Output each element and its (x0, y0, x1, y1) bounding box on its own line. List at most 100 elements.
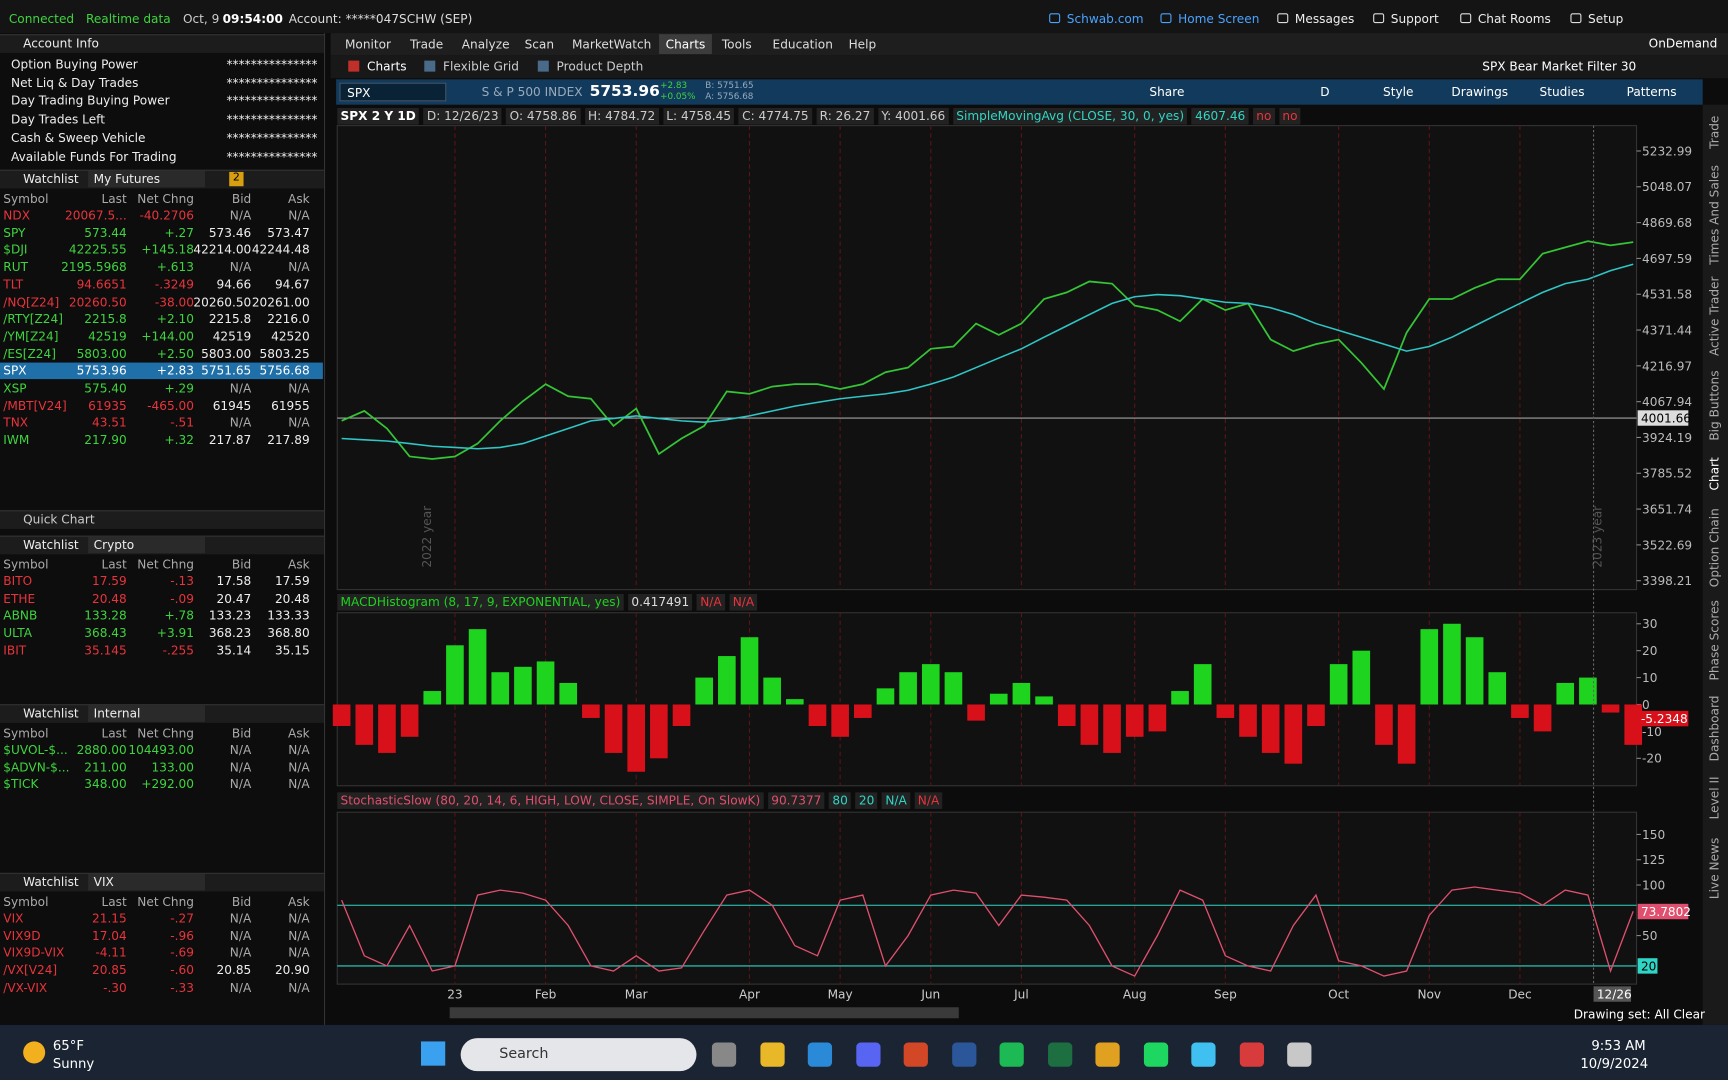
watchlist-symbol[interactable]: NDX (3, 208, 31, 223)
watchlist-symbol[interactable]: RUT (3, 260, 29, 275)
subtab[interactable]: Flexible Grid (443, 59, 519, 74)
ondemand[interactable]: OnDemand (1648, 36, 1718, 51)
top-link[interactable]: Messages (1294, 12, 1355, 27)
watchlist-cell: N/A (288, 381, 310, 396)
side-tab[interactable]: Trade (1707, 115, 1722, 149)
menu-item[interactable]: Tools (721, 37, 752, 52)
account-value: *************** (226, 75, 318, 91)
watchlist-cell: 17.04 (92, 928, 127, 944)
toolbar-button[interactable]: Studies (1539, 84, 1585, 100)
taskbar-app[interactable] (807, 1042, 833, 1067)
watchlist-symbol[interactable]: $TICK (3, 777, 39, 792)
watchlist-symbol[interactable]: /YM[Z24] (3, 329, 59, 344)
watchlist-symbol[interactable]: ULTA (3, 626, 33, 641)
watchlist-symbol[interactable]: $DJI (3, 242, 28, 258)
watchlist-symbol[interactable]: /VX-VIX (3, 980, 48, 995)
taskbar-app[interactable] (759, 1042, 785, 1067)
toolbar-button[interactable]: Share (1149, 84, 1185, 100)
taskbar-app[interactable] (711, 1042, 737, 1067)
top-link[interactable]: Support (1390, 12, 1439, 27)
menu-item[interactable]: Charts (659, 34, 712, 54)
watchlist-symbol[interactable]: VIX (3, 911, 24, 926)
drawing-set[interactable]: Drawing set: All Clear (1573, 1007, 1706, 1022)
watchlist-symbol[interactable]: ETHE (3, 591, 36, 606)
taskbar-app[interactable] (1143, 1042, 1168, 1067)
taskbar-app[interactable] (1095, 1042, 1120, 1067)
watchlist-cell: 42519 (212, 329, 252, 344)
menu-item[interactable]: Help (848, 37, 877, 52)
menu-item[interactable]: MarketWatch (571, 37, 652, 52)
subtab[interactable]: Charts (366, 59, 407, 74)
watchlist-symbol[interactable]: $ADVN-$... (3, 760, 70, 775)
menu-item[interactable]: Monitor (344, 37, 392, 52)
watchlist-symbol[interactable]: VIX9D-VIX (3, 945, 65, 961)
ohlc-readout: C: 4774.75 (738, 107, 812, 124)
watchlist-symbol[interactable]: TLT (3, 277, 24, 292)
side-tab[interactable]: Times And Sales (1707, 165, 1722, 265)
watchlist-symbol[interactable]: BITO (3, 574, 33, 589)
watchlist-symbol[interactable]: IWM (3, 433, 30, 448)
subtab[interactable]: Product Depth (556, 59, 644, 74)
menu-item[interactable]: Scan (524, 37, 555, 52)
watchlist-symbol[interactable]: IBIT (3, 643, 27, 658)
watchlist-symbol[interactable]: SPX (3, 364, 27, 379)
top-link-icon (1277, 13, 1289, 24)
taskbar-app[interactable] (999, 1042, 1024, 1067)
taskbar-app[interactable] (1191, 1042, 1216, 1067)
watchlist-symbol[interactable]: /MBT[V24] (3, 398, 67, 413)
symbol-box[interactable]: SPX (339, 82, 447, 102)
top-link[interactable]: Setup (1588, 12, 1624, 27)
search-text[interactable]: Search (499, 1045, 549, 1063)
top-link[interactable]: Chat Rooms (1477, 12, 1551, 27)
watchlist-symbol[interactable]: XSP (3, 381, 27, 396)
side-tab[interactable]: Option Chain (1707, 508, 1722, 588)
side-tab[interactable]: Big Buttons (1707, 370, 1722, 441)
histogram-bar (695, 677, 714, 705)
toolbar-button[interactable]: D (1320, 84, 1330, 100)
side-tab[interactable]: Active Trader (1707, 276, 1722, 357)
filter-name[interactable]: SPX Bear Market Filter 30 (1482, 59, 1637, 74)
side-tab[interactable]: Level II (1707, 776, 1722, 820)
taskbar-app[interactable] (1287, 1042, 1312, 1067)
watchlist-name[interactable]: VIX (88, 873, 205, 891)
watchlist-symbol[interactable]: /VX[V24] (3, 963, 58, 978)
menu-item[interactable]: Trade (409, 37, 444, 52)
watchlist-name[interactable]: Internal (88, 705, 205, 722)
histogram-bar (650, 704, 668, 759)
toolbar-button[interactable]: Drawings (1451, 84, 1509, 100)
top-link[interactable]: Home Screen (1178, 12, 1260, 27)
taskbar-app[interactable] (1239, 1042, 1264, 1067)
watchlist-cell: 20.90 (274, 963, 310, 978)
taskbar-app[interactable] (951, 1042, 976, 1067)
side-tab[interactable]: Chart (1707, 457, 1722, 491)
section-title[interactable]: Quick Chart (23, 512, 95, 527)
toolbar-button[interactable]: Patterns (1626, 84, 1677, 100)
taskbar-app[interactable] (903, 1042, 928, 1067)
watchlist-symbol[interactable]: TNX (3, 415, 29, 431)
taskbar-app[interactable] (855, 1042, 880, 1067)
watchlist-symbol[interactable]: VIX9D (3, 928, 41, 944)
menu-item[interactable]: Education (772, 37, 833, 52)
watchlist-cell: -.3249 (154, 277, 194, 292)
watchlist-symbol[interactable]: SPY (3, 225, 26, 240)
side-tab[interactable]: Live News (1707, 837, 1722, 900)
watchlist-symbol[interactable]: /NQ[Z24] (3, 294, 60, 310)
side-tab[interactable]: Dashboard (1707, 695, 1722, 762)
histogram-bar (446, 645, 464, 705)
watchlist-symbol[interactable]: /ES[Z24] (3, 346, 56, 362)
side-tab[interactable]: Phase Scores (1707, 600, 1722, 681)
cursor-date: 12/26 (1597, 987, 1632, 1001)
taskbar-app[interactable] (1047, 1042, 1072, 1067)
watchlist-name[interactable]: Crypto (88, 536, 205, 554)
watchlist-name[interactable]: My Futures (88, 170, 205, 188)
watchlist-symbol[interactable]: /RTY[Z24] (3, 312, 63, 327)
watchlist-symbol[interactable]: $UVOL-$... (3, 742, 68, 758)
study-value: 0.417491 (628, 593, 693, 611)
toolbar-button[interactable]: Style (1383, 84, 1414, 100)
watchlist-symbol[interactable]: ABNB (3, 608, 38, 624)
watchlist-label: Watchlist (23, 171, 79, 187)
top-link[interactable]: Schwab.com (1066, 12, 1144, 27)
watchlist-cell: -465.00 (147, 398, 194, 413)
watchlist-label: Watchlist (23, 875, 79, 890)
menu-item[interactable]: Analyze (461, 37, 510, 52)
